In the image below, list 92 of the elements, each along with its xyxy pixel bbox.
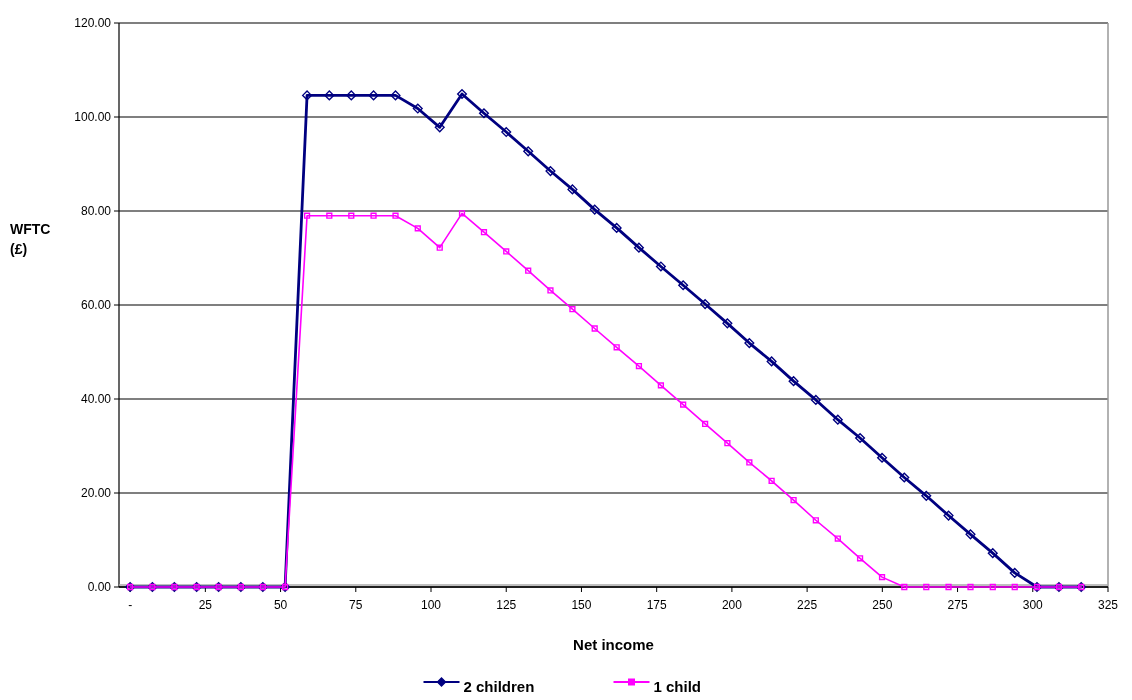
x-tick-label: 325 [1097,598,1119,612]
x-tick-label: 75 [349,598,363,612]
point [434,122,445,133]
point [965,529,976,540]
legend-label: 1 child [653,678,702,695]
point [855,432,866,444]
point [724,440,731,447]
point [899,472,910,483]
point [921,490,932,501]
point [943,510,954,521]
y-tick-label: 120.00 [74,16,112,31]
point [768,477,775,484]
y-tick-label: 60.00 [80,298,112,313]
x-tick-label: 275 [947,598,968,612]
point [591,325,598,332]
point [744,338,755,349]
point [680,401,687,408]
point [501,127,512,138]
point [987,548,998,559]
point [547,287,554,294]
x-tick-label: 175 [646,598,668,612]
point [302,90,313,101]
point [348,212,355,219]
point [589,204,600,215]
point [390,90,401,101]
point [326,212,333,219]
point [523,146,534,157]
point [633,242,644,253]
point [832,414,843,425]
point [945,583,952,591]
x-tick-label: 25 [198,598,213,612]
x-tick-label: 225 [797,598,818,612]
x-axis-title: Net income [573,636,654,653]
x-tick-label: 250 [872,598,893,612]
legend-label: 2 children [463,678,535,695]
point [810,394,821,405]
point [525,267,532,274]
point [392,212,399,219]
point [923,583,930,591]
y-axis-title: WFTC (£) [10,221,51,257]
point [414,225,421,232]
y-tick-label: 40.00 [80,392,112,407]
point [788,376,799,387]
y-tick-label: 80.00 [80,204,112,219]
point [700,299,711,310]
point [613,344,620,351]
point [1009,567,1020,578]
x-tick-label: - [128,598,133,612]
point [746,459,753,466]
point [701,420,709,428]
x-tick-label: 150 [571,598,592,612]
point [567,184,578,195]
point [436,244,443,251]
x-tick-label: 125 [496,598,517,612]
point [503,248,510,255]
point [324,90,335,101]
point [878,574,886,581]
x-tick-label: 200 [721,598,743,612]
point [478,108,490,119]
point [635,362,643,370]
point [901,583,908,591]
x-tick-label: 300 [1022,598,1044,612]
point [989,583,996,591]
point [458,210,466,217]
point [967,583,974,591]
point [877,452,888,463]
point [790,496,797,504]
point [766,356,777,367]
point [480,229,488,236]
point [346,90,357,101]
point [834,535,841,542]
point [370,212,377,219]
point [722,318,733,329]
point [611,222,622,233]
point [1011,583,1018,591]
point [569,306,576,313]
point [655,261,666,272]
point [456,88,468,100]
point [657,382,665,389]
y-tick-label: 20.00 [80,486,112,501]
point [812,517,819,524]
line-series [127,210,1085,591]
x-tick-label: 100 [421,598,442,612]
point [678,280,689,291]
y-tick-label: 0.00 [87,580,112,595]
point [856,555,864,562]
point [303,212,311,219]
x-tick-label: 50 [273,598,288,612]
point [368,90,379,101]
y-tick-label: 100.00 [74,110,112,125]
point [545,166,556,177]
point [412,103,423,114]
